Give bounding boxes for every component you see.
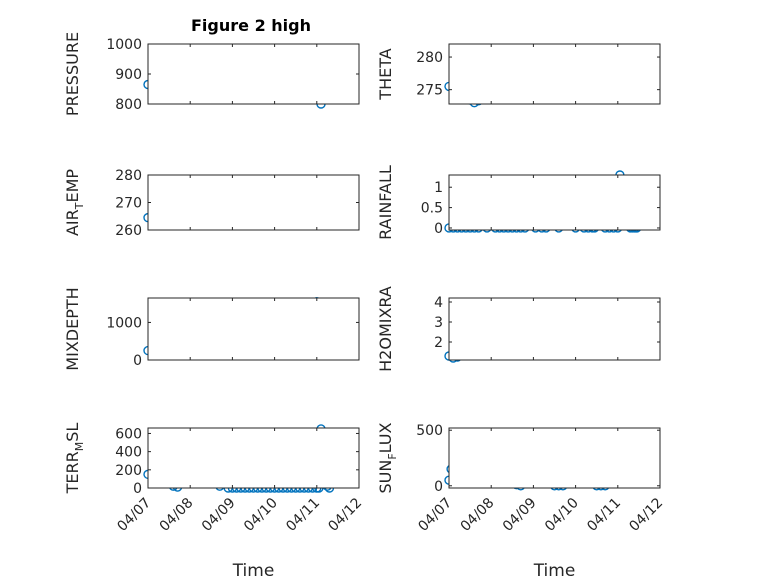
x-tick-label: 04/08 [458, 495, 498, 535]
y-tick-label: 1 [434, 180, 443, 196]
y-tick-label: 1000 [106, 315, 142, 331]
subplot-terr_msl: 0 200 400 600 04/07 04/08 04/09 04/10 04/11 04/12… [63, 423, 365, 581]
tick-marks [147, 43, 360, 105]
axes-frame [147, 427, 360, 489]
y-axis-label-tail: EMP [63, 169, 82, 203]
y-tick-label: 3 [434, 315, 443, 331]
y-tick-label: 270 [115, 196, 142, 212]
y-tick-label: 0 [434, 479, 443, 495]
x-tick-label: 04/08 [157, 495, 197, 535]
subplot-rainfall: 0 0.5 1 RAINFALL [376, 165, 661, 240]
y-axis-label: TERRMSL [63, 423, 86, 495]
tick-marks [147, 428, 360, 489]
axes-frame [147, 43, 360, 105]
tick-marks [448, 428, 661, 488]
y-axis-label-main: MIXDEPTH [63, 287, 82, 370]
y-axis-label: PRESSURE [63, 32, 82, 116]
y-tick-label: 400 [115, 445, 142, 461]
axes-frame [448, 43, 661, 105]
x-tick-label: 04/09 [500, 495, 540, 535]
x-axis-label: Time [533, 561, 576, 581]
x-axis-label: Time [232, 561, 275, 581]
y-tick-label: 4 [434, 295, 443, 311]
y-tick-label: 200 [115, 463, 142, 479]
subplot-mixdepth: 0 1000 MIXDEPTH [63, 287, 360, 371]
x-tick-label: 04/09 [199, 495, 239, 535]
x-tick-label: 04/12 [626, 495, 666, 535]
y-tick-label: 0.5 [421, 201, 443, 217]
axes-frame [448, 297, 661, 361]
subplot-h2omixra: 2 3 4 H2OMIXRA [376, 286, 661, 372]
y-tick-label: 1000 [106, 37, 142, 53]
y-axis-label-main: H2OMIXRA [376, 286, 395, 372]
x-tick-label: 04/10 [241, 495, 281, 535]
y-axis-label: RAINFALL [376, 165, 395, 240]
y-tick-label: 800 [115, 97, 142, 113]
y-axis-label-subscript: M [73, 442, 86, 452]
y-axis-label: AIRTEMP [63, 169, 86, 236]
subplot-air_temp: 260 270 280 AIRTEMP [63, 168, 360, 239]
tick-marks [448, 298, 661, 360]
y-axis-label-tail: SL [63, 423, 82, 442]
y-tick-label: 275 [416, 83, 443, 99]
y-axis-label: SUNFLUX [376, 422, 399, 493]
y-tick-label: 260 [115, 223, 142, 239]
axes-frame [147, 174, 360, 231]
tick-marks [448, 175, 661, 230]
y-tick-label: 2 [434, 335, 443, 351]
tick-marks [147, 174, 360, 231]
x-tick-label: 04/07 [415, 495, 455, 535]
x-tick-label: 04/07 [114, 495, 154, 535]
y-axis-label-subscript: F [386, 453, 399, 459]
y-tick-label: 0 [434, 221, 443, 237]
y-axis-label: MIXDEPTH [63, 287, 82, 370]
y-tick-label: 500 [416, 423, 443, 439]
x-tick-label: 04/11 [283, 495, 323, 535]
axes-frame [448, 427, 661, 489]
x-tick-label: 04/10 [542, 495, 582, 535]
y-tick-label: 280 [416, 50, 443, 66]
tick-marks [147, 298, 360, 361]
y-axis-label-main: SUN [376, 460, 395, 494]
y-tick-label: 600 [115, 426, 142, 442]
y-tick-label: 280 [115, 168, 142, 184]
y-axis-label-tail: LUX [376, 422, 395, 453]
axes-frame [448, 174, 661, 231]
figure-title: Figure 2 high [191, 16, 311, 35]
y-axis-label-main: AIR [63, 209, 82, 236]
x-tick-label: 04/12 [325, 495, 365, 535]
subplot-pressure: 800 900 1000 PRESSURE [63, 32, 360, 116]
subplot-sun_flux: 0 500 04/07 04/08 04/09 04/10 04/11 04/12 Time SU… [376, 422, 666, 581]
y-axis-label-main: TERR [63, 451, 82, 494]
y-axis-label: THETA [376, 48, 395, 100]
y-axis-label-main: PRESSURE [63, 32, 82, 116]
x-tick-label: 04/11 [584, 495, 624, 535]
y-axis-label-main: THETA [376, 48, 395, 100]
y-axis-label: H2OMIXRA [376, 286, 395, 372]
axes-frame [147, 297, 360, 361]
y-tick-label: 900 [115, 67, 142, 83]
y-axis-label-subscript: T [73, 202, 86, 210]
subplot-theta: 275 280 THETA [376, 43, 661, 108]
y-axis-label-main: RAINFALL [376, 165, 395, 240]
tick-marks [448, 44, 661, 104]
y-tick-label: 0 [133, 353, 142, 369]
y-tick-label: 0 [133, 481, 142, 497]
